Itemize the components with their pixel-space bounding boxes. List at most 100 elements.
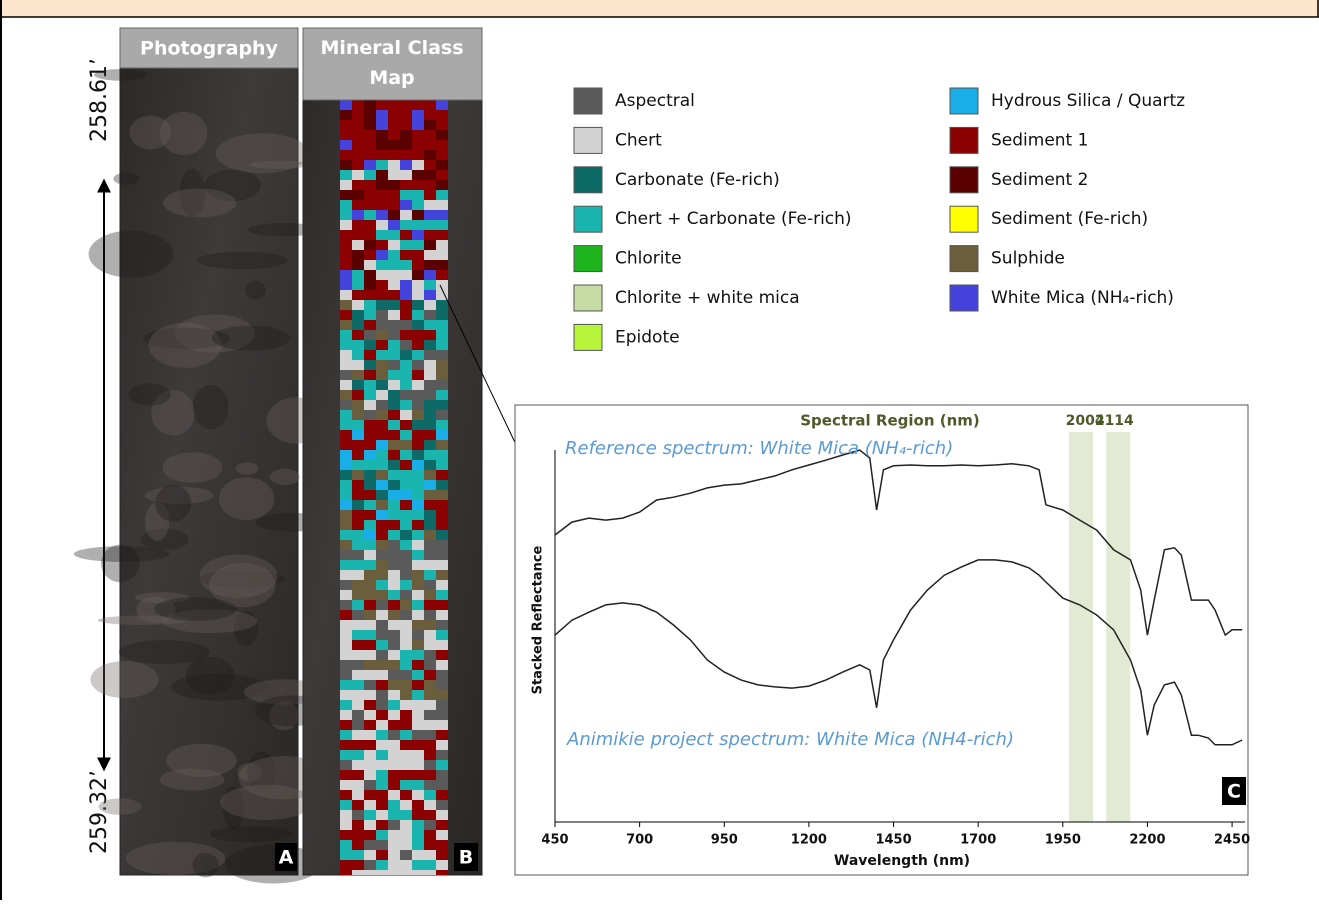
map-cell	[340, 690, 352, 700]
map-cell	[388, 620, 400, 630]
map-cell	[340, 190, 352, 200]
map-cell	[388, 610, 400, 620]
map-cell	[424, 510, 436, 520]
map-cell	[412, 510, 424, 520]
map-cell	[340, 350, 352, 360]
map-cell	[352, 700, 364, 710]
map-cell	[436, 100, 448, 110]
map-cell	[400, 770, 412, 780]
legend-swatch	[574, 167, 602, 193]
map-cell	[364, 240, 376, 250]
map-cell	[412, 100, 424, 110]
map-cell	[388, 340, 400, 350]
photo-streak	[236, 462, 259, 474]
map-cell	[400, 320, 412, 330]
map-cell	[376, 210, 388, 220]
map-cell	[424, 650, 436, 660]
map-cell	[388, 860, 400, 870]
map-cell	[388, 370, 400, 380]
map-cell	[364, 420, 376, 430]
map-cell	[352, 450, 364, 460]
panel-c-label: C	[1227, 781, 1241, 803]
map-cell	[340, 590, 352, 600]
map-cell	[364, 260, 376, 270]
map-cell	[412, 370, 424, 380]
map-cell	[340, 410, 352, 420]
map-cell	[436, 470, 448, 480]
highlight-title: Spectral Region (nm)	[800, 412, 980, 430]
map-cell	[352, 530, 364, 540]
map-cell	[412, 200, 424, 210]
map-cell	[388, 240, 400, 250]
map-cell	[352, 290, 364, 300]
map-cell	[352, 430, 364, 440]
map-cell	[436, 430, 448, 440]
map-cell	[424, 230, 436, 240]
map-cell	[352, 370, 364, 380]
map-cell	[352, 160, 364, 170]
map-cell	[364, 360, 376, 370]
map-cell	[376, 770, 388, 780]
map-cell	[436, 720, 448, 730]
map-cell	[412, 170, 424, 180]
map-cell	[400, 710, 412, 720]
legend: AspectralChertCarbonate (Fe-rich)Chert +…	[574, 88, 1185, 350]
legend-label: Sulphide	[991, 249, 1065, 269]
map-cell	[388, 150, 400, 160]
map-cell	[340, 420, 352, 430]
map-cell	[352, 170, 364, 180]
map-cell	[364, 430, 376, 440]
map-cell	[376, 860, 388, 870]
map-cell	[376, 580, 388, 590]
map-cell	[352, 640, 364, 650]
map-cell	[376, 810, 388, 820]
map-cell	[436, 650, 448, 660]
map-cell	[340, 840, 352, 850]
map-cell	[376, 400, 388, 410]
map-cell	[340, 120, 352, 130]
map-cell	[388, 210, 400, 220]
map-cell	[388, 420, 400, 430]
highlight-band	[1069, 432, 1093, 822]
map-cell	[388, 550, 400, 560]
legend-swatch	[574, 285, 602, 311]
map-cell	[400, 420, 412, 430]
map-cell	[340, 480, 352, 490]
map-cell	[400, 400, 412, 410]
map-cell	[376, 670, 388, 680]
map-cell	[424, 830, 436, 840]
map-cell	[376, 380, 388, 390]
photo-streak	[113, 173, 139, 185]
photo-streak	[219, 477, 274, 520]
map-cell	[340, 340, 352, 350]
map-cell	[400, 660, 412, 670]
map-cell	[376, 370, 388, 380]
map-cell	[400, 610, 412, 620]
map-cell	[412, 300, 424, 310]
map-cell	[436, 700, 448, 710]
map-cell	[364, 800, 376, 810]
series-annotation: Reference spectrum: White Mica (NH₄-rich…	[565, 438, 953, 459]
map-cell	[424, 110, 436, 120]
map-cell	[424, 800, 436, 810]
series-annotation: Animikie project spectrum: White Mica (N…	[566, 729, 1014, 750]
map-cell	[352, 720, 364, 730]
map-cell	[376, 220, 388, 230]
map-cell	[364, 580, 376, 590]
map-cell	[400, 140, 412, 150]
map-cell	[400, 370, 412, 380]
map-cell	[412, 400, 424, 410]
map-cell	[340, 640, 352, 650]
map-cell	[400, 720, 412, 730]
map-cell	[412, 380, 424, 390]
map-cell	[364, 550, 376, 560]
map-cell	[400, 540, 412, 550]
map-cell	[364, 590, 376, 600]
map-cell	[376, 290, 388, 300]
map-cell	[376, 800, 388, 810]
map-cell	[436, 560, 448, 570]
map-cell	[400, 810, 412, 820]
photo-streak	[199, 555, 277, 598]
map-cell	[412, 860, 424, 870]
map-cell	[340, 430, 352, 440]
